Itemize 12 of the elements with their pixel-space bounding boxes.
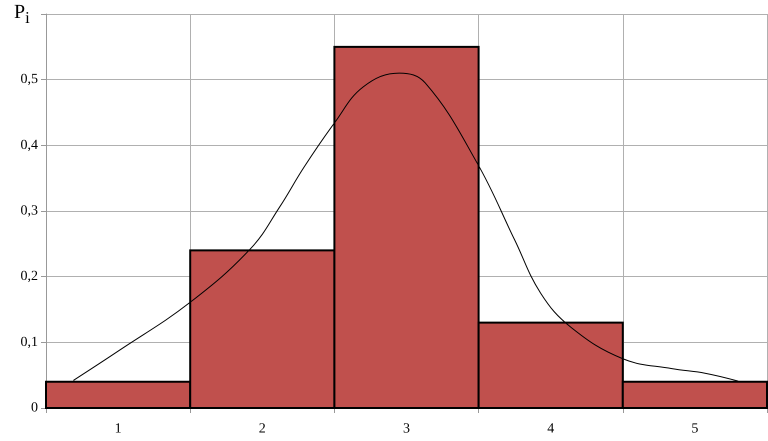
y-tick-label: 0,1 <box>20 334 38 350</box>
y-tick-label: 0,2 <box>20 269 38 284</box>
x-tick-label: 2 <box>258 422 266 436</box>
y-tick-label: 0,3 <box>20 204 38 218</box>
y-axis-title: P$_{i}$ <box>14 0 30 29</box>
x-tick-label: 3 <box>403 422 410 436</box>
x-tick-label: 4 <box>547 422 554 436</box>
x-tick-label: 1 <box>114 422 122 436</box>
y-tick-label: 0,4 <box>20 138 38 153</box>
x-tick-label: 5 <box>691 422 698 436</box>
y-tick-label: 0 <box>31 400 38 416</box>
y-tick-label: 0,5 <box>20 72 38 88</box>
